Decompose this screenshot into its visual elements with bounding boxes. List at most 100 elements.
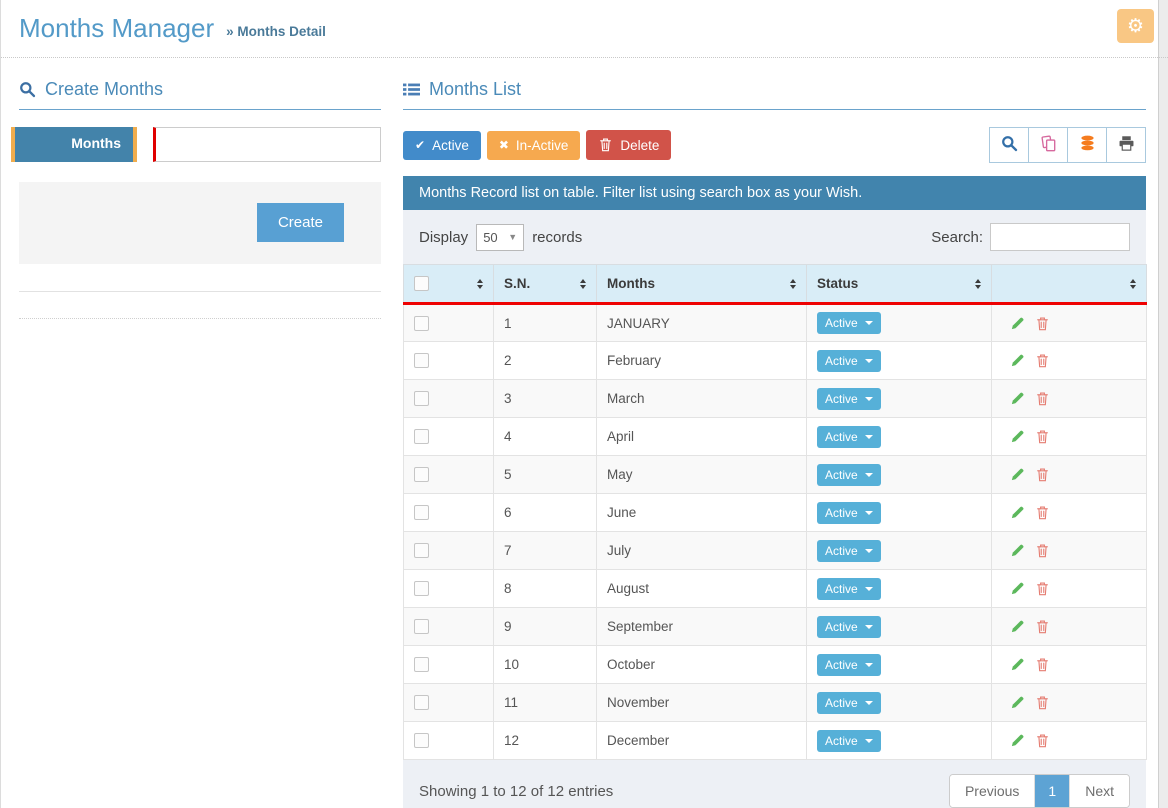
chevron-down-icon xyxy=(864,586,873,591)
table-row: 6 June Active xyxy=(403,493,1147,532)
copy-icon xyxy=(1040,135,1057,155)
row-checkbox[interactable] xyxy=(414,429,429,445)
row-checkbox[interactable] xyxy=(414,467,429,483)
col-actions[interactable] xyxy=(991,264,1147,305)
status-dropdown[interactable]: Active xyxy=(817,387,881,410)
delete-icon[interactable] xyxy=(1035,619,1050,634)
delete-icon[interactable] xyxy=(1035,505,1050,520)
row-sn: 11 xyxy=(493,683,597,722)
status-dropdown[interactable]: Active xyxy=(817,425,881,448)
export-tool-button[interactable] xyxy=(1067,127,1107,163)
row-checkbox[interactable] xyxy=(414,505,429,521)
row-month: JANUARY xyxy=(596,303,807,342)
settings-button[interactable]: ⚙ xyxy=(1117,9,1154,43)
edit-icon[interactable] xyxy=(1010,695,1025,710)
bulk-active-button[interactable]: ✔ Active xyxy=(403,130,481,160)
table-header-row: S.N. Months Status xyxy=(403,264,1147,305)
status-dropdown[interactable]: Active xyxy=(817,463,881,486)
delete-icon[interactable] xyxy=(1035,429,1050,444)
edit-icon[interactable] xyxy=(1010,619,1025,634)
status-dropdown[interactable]: Active xyxy=(817,615,881,638)
check-icon: ✔ xyxy=(415,138,426,152)
edit-icon[interactable] xyxy=(1010,391,1025,406)
delete-icon[interactable] xyxy=(1035,657,1050,672)
status-dropdown[interactable]: Active xyxy=(817,729,881,752)
row-month: March xyxy=(596,379,807,418)
scrollbar[interactable] xyxy=(1158,0,1168,808)
create-button[interactable]: Create xyxy=(256,203,344,242)
edit-icon[interactable] xyxy=(1010,467,1025,482)
row-month: December xyxy=(596,721,807,760)
edit-icon[interactable] xyxy=(1010,657,1025,672)
status-dropdown[interactable]: Active xyxy=(817,577,881,600)
edit-icon[interactable] xyxy=(1010,581,1025,596)
delete-icon[interactable] xyxy=(1035,733,1050,748)
col-status[interactable]: Status xyxy=(806,264,992,305)
edit-icon[interactable] xyxy=(1010,316,1025,331)
table-row: 8 August Active xyxy=(403,569,1147,608)
row-month: October xyxy=(596,645,807,684)
status-dropdown[interactable]: Active xyxy=(817,539,881,562)
row-checkbox[interactable] xyxy=(414,353,429,369)
edit-icon[interactable] xyxy=(1010,733,1025,748)
status-dropdown[interactable]: Active xyxy=(817,653,881,676)
next-page-button[interactable]: Next xyxy=(1069,775,1129,807)
chevron-down-icon xyxy=(864,472,873,477)
status-dropdown[interactable]: Active xyxy=(817,349,881,372)
row-checkbox[interactable] xyxy=(414,543,429,559)
row-sn: 7 xyxy=(493,531,597,570)
print-tool-button[interactable] xyxy=(1106,127,1146,163)
table-row: 1 JANUARY Active xyxy=(403,303,1147,342)
delete-icon[interactable] xyxy=(1035,467,1050,482)
status-dropdown[interactable]: Active xyxy=(817,312,881,334)
months-field-label: Months xyxy=(11,127,137,162)
row-checkbox[interactable] xyxy=(414,391,429,407)
row-month: September xyxy=(596,607,807,646)
table-search-input[interactable] xyxy=(990,223,1130,251)
table-row: 3 March Active xyxy=(403,379,1147,418)
table-tools xyxy=(989,127,1146,163)
create-form-footer: Create xyxy=(19,182,381,264)
select-all-checkbox[interactable] xyxy=(414,276,429,291)
chevron-down-icon xyxy=(864,662,873,667)
delete-icon[interactable] xyxy=(1035,543,1050,558)
row-checkbox[interactable] xyxy=(414,657,429,673)
row-checkbox[interactable] xyxy=(414,695,429,711)
row-checkbox[interactable] xyxy=(414,619,429,635)
row-checkbox[interactable] xyxy=(414,581,429,597)
page-1-button[interactable]: 1 xyxy=(1034,775,1070,807)
delete-icon[interactable] xyxy=(1035,695,1050,710)
sort-icon xyxy=(975,278,981,289)
col-months[interactable]: Months xyxy=(596,264,807,305)
copy-tool-button[interactable] xyxy=(1028,127,1068,163)
delete-icon[interactable] xyxy=(1035,316,1050,331)
months-input[interactable] xyxy=(153,127,381,162)
months-list-heading-label: Months List xyxy=(429,79,522,99)
edit-icon[interactable] xyxy=(1010,353,1025,368)
status-dropdown[interactable]: Active xyxy=(817,691,881,714)
previous-page-button[interactable]: Previous xyxy=(949,775,1035,807)
row-checkbox[interactable] xyxy=(414,315,429,331)
display-label: Display xyxy=(419,228,469,246)
delete-icon[interactable] xyxy=(1035,353,1050,368)
row-sn: 2 xyxy=(493,341,597,380)
row-sn: 3 xyxy=(493,379,597,418)
row-sn: 9 xyxy=(493,607,597,646)
col-sn[interactable]: S.N. xyxy=(493,264,597,305)
bulk-inactive-button[interactable]: ✖ In-Active xyxy=(486,130,581,160)
row-checkbox[interactable] xyxy=(414,733,429,749)
breadcrumb: » Months Detail xyxy=(226,24,326,39)
status-dropdown[interactable]: Active xyxy=(817,501,881,524)
chevron-down-icon xyxy=(864,434,873,439)
delete-icon[interactable] xyxy=(1035,391,1050,406)
search-tool-button[interactable] xyxy=(989,127,1029,163)
edit-icon[interactable] xyxy=(1010,429,1025,444)
col-select-all[interactable] xyxy=(403,264,494,305)
delete-icon[interactable] xyxy=(1035,581,1050,596)
edit-icon[interactable] xyxy=(1010,505,1025,520)
page-size-select[interactable]: 50 ▼ xyxy=(476,223,525,251)
bulk-delete-button[interactable]: Delete xyxy=(586,130,672,160)
x-icon: ✖ xyxy=(498,138,509,152)
edit-icon[interactable] xyxy=(1010,543,1025,558)
